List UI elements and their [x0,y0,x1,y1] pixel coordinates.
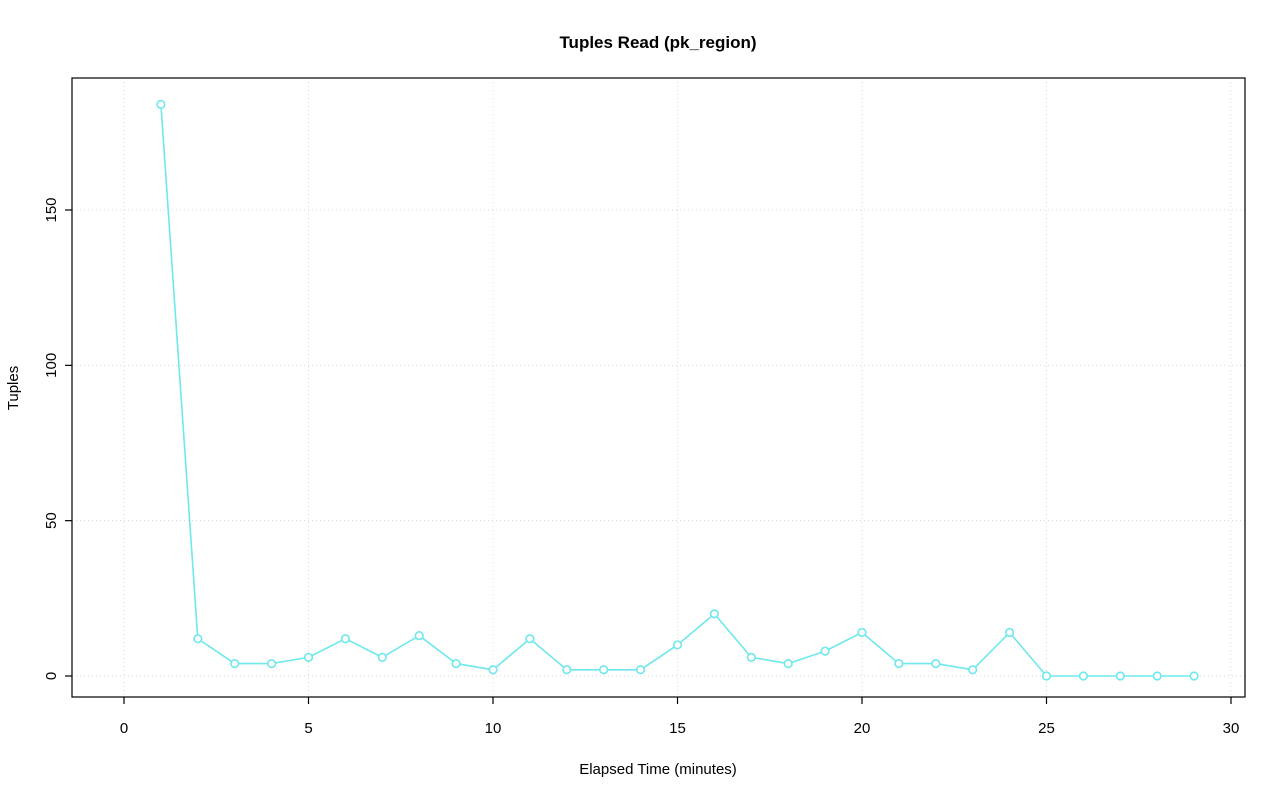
data-point [451,658,461,669]
data-point [414,631,424,641]
x-tick-label: 0 [120,720,128,737]
axis-layer: 0 5 10 15 20 25 30 0 50 100 150 [43,197,1239,737]
data-point [303,652,314,662]
data-point [562,665,572,675]
x-tick-label: 15 [669,720,686,737]
x-axis-label: Elapsed Time (minutes) [579,761,737,778]
data-point [340,634,351,644]
data-point [820,646,830,656]
data-point [1078,671,1088,681]
data-point [1041,671,1052,681]
y-tick-label: 50 [43,512,60,529]
plot-border [71,77,1246,698]
data-point [635,665,646,675]
data-point [931,658,941,669]
data-point [1004,627,1015,638]
data-point [746,652,756,662]
data-point [857,627,867,638]
data-point [968,665,978,675]
y-axis-label: Tuples [5,366,22,410]
grid-layer [72,78,1245,697]
y-tick-label: 0 [43,672,60,680]
series-layer [156,99,1199,681]
data-point [709,609,720,619]
x-tick-label: 30 [1223,720,1240,737]
data-point [894,658,904,669]
data-point [156,99,166,109]
x-tick-label: 20 [854,720,871,737]
data-point [193,634,203,644]
y-tick-label: 100 [43,353,60,378]
chart-title: Tuples Read (pk_region) [559,33,756,52]
data-point [377,652,387,662]
data-point [267,658,277,669]
x-tick-label: 10 [485,720,502,737]
data-point [599,665,609,675]
data-point [1189,671,1199,681]
x-tick-label: 25 [1038,720,1055,737]
data-point [672,640,683,650]
y-tick-label: 150 [43,197,60,222]
data-point [1152,671,1162,681]
data-point [488,665,498,675]
data-point [525,634,535,644]
data-point [1115,671,1125,681]
x-tick-label: 5 [304,720,312,737]
data-point [783,658,793,669]
data-point [230,658,240,669]
